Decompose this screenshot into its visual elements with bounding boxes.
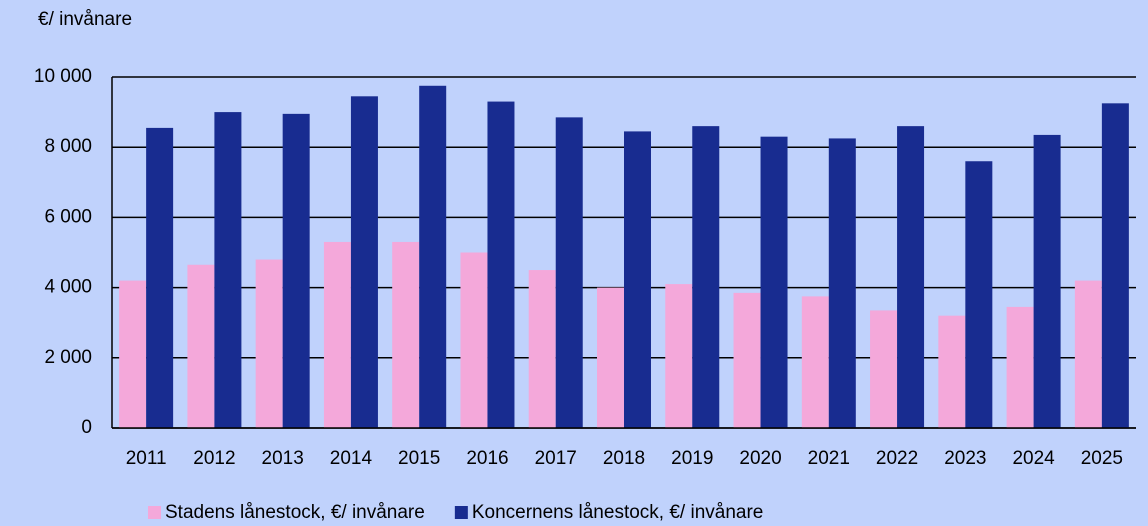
x-tick-label: 2019 <box>671 448 713 469</box>
bar <box>733 292 761 428</box>
x-tick-label: 2013 <box>262 448 304 469</box>
bar <box>419 85 447 429</box>
bar <box>828 138 856 429</box>
y-tick-label: 8 000 <box>44 136 92 157</box>
y-tick-label: 10 000 <box>34 66 92 87</box>
x-tick-label: 2016 <box>466 448 508 469</box>
bar <box>938 315 966 428</box>
x-tick-label: 2012 <box>193 448 235 469</box>
bar <box>692 126 720 428</box>
x-tick-label: 2025 <box>1081 448 1123 469</box>
x-tick-label: 2021 <box>808 448 850 469</box>
legend-swatch <box>148 506 161 519</box>
legend-label: Koncernens lånestock, €/ invånare <box>472 502 764 523</box>
legend-swatch <box>454 506 468 519</box>
bar <box>460 252 488 428</box>
y-tick-label: 2 000 <box>44 347 92 368</box>
bar <box>965 161 993 429</box>
bar <box>1101 103 1129 428</box>
bar <box>801 296 829 428</box>
y-tick-label: 4 000 <box>44 277 92 298</box>
bar <box>187 264 215 428</box>
x-tick-label: 2022 <box>876 448 918 469</box>
y-tick-label: 6 000 <box>44 206 92 227</box>
bar <box>119 280 147 428</box>
bar <box>897 126 925 428</box>
bar <box>1074 280 1102 428</box>
bar <box>624 131 651 428</box>
x-tick-label: 2018 <box>603 448 645 469</box>
legend-label: Stadens lånestock, €/ invånare <box>165 502 425 523</box>
bar <box>392 241 420 428</box>
bar <box>597 287 624 428</box>
bar <box>214 112 242 428</box>
bar <box>760 136 788 429</box>
x-tick-label: 2014 <box>330 448 373 469</box>
x-tick-label: 2023 <box>944 448 986 469</box>
bar <box>350 96 378 429</box>
x-tick-label: 2017 <box>535 448 577 469</box>
x-tick-label: 2020 <box>739 448 781 469</box>
bar <box>870 310 898 428</box>
x-tick-label: 2011 <box>126 448 167 469</box>
y-tick-label: 0 <box>81 417 92 438</box>
bar <box>1033 134 1061 429</box>
bar <box>487 101 515 428</box>
bar <box>528 270 556 428</box>
bar <box>323 241 351 428</box>
bar <box>255 259 283 428</box>
bar <box>1006 306 1034 428</box>
x-tick-label: 2024 <box>1012 448 1055 469</box>
bar <box>555 117 583 429</box>
bar <box>665 284 693 428</box>
bar <box>282 113 310 428</box>
x-tick-label: 2015 <box>398 448 440 469</box>
bar <box>146 127 174 429</box>
y-axis-label: €/ invånare <box>38 9 132 30</box>
